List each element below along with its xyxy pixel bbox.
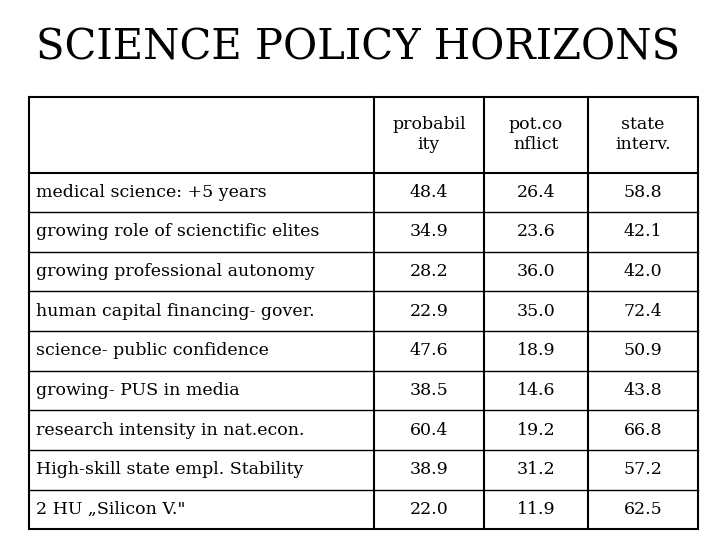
- Text: medical science: +5 years: medical science: +5 years: [36, 184, 266, 201]
- Text: 38.9: 38.9: [410, 461, 449, 478]
- Text: 14.6: 14.6: [517, 382, 555, 399]
- Text: pot.co
nflict: pot.co nflict: [509, 116, 563, 153]
- Text: 23.6: 23.6: [517, 224, 555, 240]
- Text: 72.4: 72.4: [624, 303, 662, 320]
- Text: 31.2: 31.2: [517, 461, 555, 478]
- Text: SCIENCE POLICY HORIZONS: SCIENCE POLICY HORIZONS: [36, 27, 680, 69]
- Text: 35.0: 35.0: [517, 303, 555, 320]
- Text: 28.2: 28.2: [410, 263, 449, 280]
- Text: 50.9: 50.9: [624, 342, 662, 359]
- Text: 2 HU „Silicon V.": 2 HU „Silicon V.": [36, 501, 186, 518]
- Text: 48.4: 48.4: [410, 184, 448, 201]
- Text: growing role of scienctific elites: growing role of scienctific elites: [36, 224, 320, 240]
- Text: 19.2: 19.2: [517, 422, 555, 438]
- Text: 42.0: 42.0: [624, 263, 662, 280]
- Text: 38.5: 38.5: [410, 382, 449, 399]
- Text: 22.0: 22.0: [410, 501, 449, 518]
- Bar: [29, 97, 698, 529]
- Text: 47.6: 47.6: [410, 342, 448, 359]
- Text: 18.9: 18.9: [517, 342, 555, 359]
- Text: research intensity in nat.econ.: research intensity in nat.econ.: [36, 422, 305, 438]
- Text: 62.5: 62.5: [624, 501, 662, 518]
- Text: 36.0: 36.0: [517, 263, 555, 280]
- Text: 66.8: 66.8: [624, 422, 662, 438]
- Text: 57.2: 57.2: [624, 461, 662, 478]
- Text: 11.9: 11.9: [517, 501, 555, 518]
- Text: state
interv.: state interv.: [616, 116, 671, 153]
- Text: 22.9: 22.9: [410, 303, 449, 320]
- Text: 34.9: 34.9: [410, 224, 449, 240]
- Text: 43.8: 43.8: [624, 382, 662, 399]
- Text: growing professional autonomy: growing professional autonomy: [36, 263, 315, 280]
- Text: High-skill state empl. Stability: High-skill state empl. Stability: [36, 461, 303, 478]
- Text: 60.4: 60.4: [410, 422, 448, 438]
- Text: 42.1: 42.1: [624, 224, 662, 240]
- Text: 58.8: 58.8: [624, 184, 662, 201]
- Text: 26.4: 26.4: [517, 184, 555, 201]
- Text: growing- PUS in media: growing- PUS in media: [36, 382, 240, 399]
- Text: probabil
ity: probabil ity: [392, 116, 466, 153]
- Text: science- public confidence: science- public confidence: [36, 342, 269, 359]
- Text: human capital financing- gover.: human capital financing- gover.: [36, 303, 315, 320]
